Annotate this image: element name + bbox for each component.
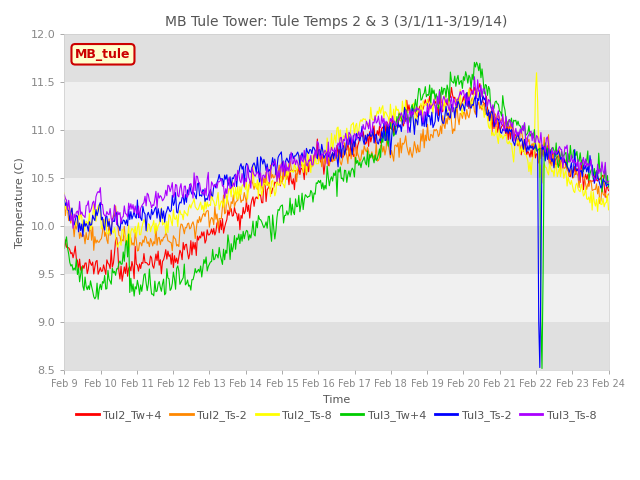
Legend: Tul2_Tw+4, Tul2_Ts-2, Tul2_Ts-8, Tul3_Tw+4, Tul3_Ts-2, Tul3_Ts-8: Tul2_Tw+4, Tul2_Ts-2, Tul2_Ts-8, Tul3_Tw… — [72, 406, 601, 425]
Tul3_Ts-2 — [536, 365, 543, 371]
Bar — [65, 227, 609, 275]
Tul3_Ts-8 — [605, 179, 612, 184]
Bar — [65, 275, 609, 323]
Tul3_Tw+4 — [61, 246, 68, 252]
Tul2_Ts-2 — [509, 123, 516, 129]
Tul3_Tw+4 — [385, 144, 392, 149]
Tul2_Tw+4 — [594, 178, 602, 184]
X-axis label: Time: Time — [323, 395, 350, 405]
Tul2_Ts-8 — [594, 208, 602, 214]
Tul3_Ts-8 — [61, 192, 68, 198]
Bar — [65, 131, 609, 179]
Tul2_Ts-2 — [323, 160, 331, 166]
Tul2_Ts-8 — [508, 141, 515, 146]
Tul3_Ts-2 — [355, 134, 363, 140]
Tul2_Tw+4 — [356, 133, 364, 139]
Line: Tul2_Ts-8: Tul2_Ts-8 — [65, 73, 609, 247]
Tul3_Ts-8 — [594, 161, 602, 167]
Tul3_Ts-2 — [322, 151, 330, 156]
Tul3_Tw+4 — [473, 60, 481, 65]
Tul2_Tw+4 — [118, 278, 126, 284]
Line: Tul2_Ts-2: Tul2_Ts-2 — [65, 98, 609, 251]
Tul3_Tw+4 — [355, 162, 363, 168]
Tul2_Ts-8 — [323, 135, 331, 141]
Tul3_Ts-8 — [470, 74, 478, 80]
Text: MB_tule: MB_tule — [76, 48, 131, 61]
Tul3_Tw+4 — [508, 115, 515, 121]
Title: MB Tule Tower: Tule Temps 2 & 3 (3/1/11-3/19/14): MB Tule Tower: Tule Temps 2 & 3 (3/1/11-… — [165, 15, 508, 29]
Y-axis label: Temperature (C): Temperature (C) — [15, 157, 25, 248]
Tul3_Ts-2 — [594, 173, 602, 179]
Tul3_Tw+4 — [538, 366, 546, 372]
Tul3_Tw+4 — [322, 186, 330, 192]
Tul3_Ts-2 — [319, 148, 326, 154]
Tul2_Tw+4 — [476, 81, 484, 86]
Tul2_Ts-2 — [594, 191, 602, 197]
Tul2_Tw+4 — [509, 127, 516, 133]
Tul3_Tw+4 — [605, 184, 612, 190]
Tul3_Ts-2 — [61, 197, 68, 203]
Tul2_Ts-8 — [605, 207, 612, 213]
Tul3_Ts-2 — [508, 127, 515, 132]
Tul2_Ts-8 — [385, 120, 393, 126]
Tul2_Ts-2 — [385, 147, 393, 153]
Tul2_Ts-2 — [468, 95, 476, 101]
Tul2_Ts-8 — [61, 190, 68, 196]
Tul2_Ts-8 — [320, 151, 328, 156]
Line: Tul3_Tw+4: Tul3_Tw+4 — [65, 62, 609, 369]
Tul3_Ts-2 — [385, 137, 392, 143]
Line: Tul3_Ts-2: Tul3_Ts-2 — [65, 91, 609, 368]
Bar — [65, 323, 609, 371]
Tul3_Ts-2 — [476, 88, 484, 94]
Line: Tul2_Tw+4: Tul2_Tw+4 — [65, 84, 609, 281]
Tul2_Ts-2 — [320, 155, 328, 160]
Line: Tul3_Ts-8: Tul3_Ts-8 — [65, 77, 609, 228]
Tul3_Ts-8 — [356, 134, 364, 140]
Tul2_Ts-2 — [134, 248, 141, 254]
Tul3_Tw+4 — [319, 180, 326, 186]
Tul3_Tw+4 — [594, 176, 602, 182]
Tul2_Tw+4 — [605, 188, 612, 193]
Tul2_Tw+4 — [385, 120, 393, 126]
Tul2_Ts-8 — [532, 70, 540, 76]
Tul2_Tw+4 — [61, 245, 68, 251]
Tul3_Ts-8 — [69, 226, 77, 231]
Tul2_Tw+4 — [323, 148, 331, 154]
Tul3_Ts-8 — [385, 122, 393, 128]
Bar — [65, 179, 609, 227]
Tul3_Ts-8 — [509, 120, 516, 126]
Tul3_Ts-8 — [320, 150, 328, 156]
Tul3_Ts-8 — [323, 161, 331, 167]
Tul2_Ts-2 — [605, 191, 612, 197]
Tul3_Ts-2 — [605, 182, 612, 188]
Tul2_Ts-2 — [356, 158, 364, 164]
Tul2_Ts-8 — [114, 244, 122, 250]
Bar — [65, 35, 609, 83]
Tul2_Ts-8 — [356, 120, 364, 125]
Tul2_Tw+4 — [320, 171, 328, 177]
Bar — [65, 83, 609, 131]
Tul2_Ts-2 — [61, 201, 68, 207]
